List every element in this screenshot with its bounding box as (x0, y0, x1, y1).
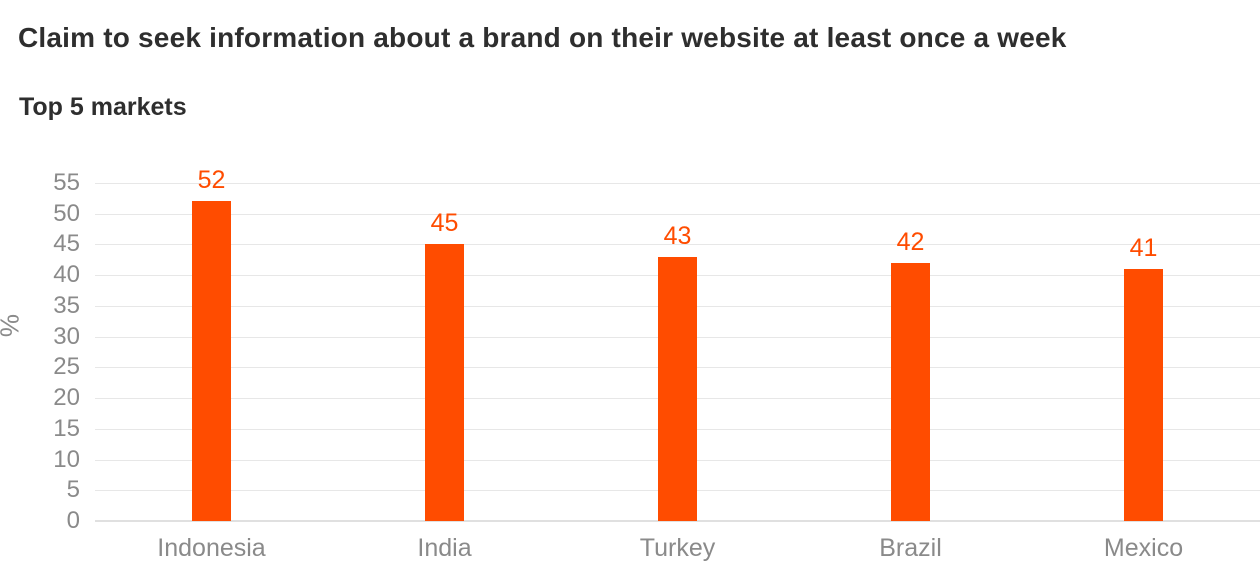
y-tick-label: 35 (53, 291, 80, 319)
bar-value-label: 42 (896, 227, 925, 256)
y-tick-label: 50 (53, 199, 80, 227)
bar-turkey (658, 256, 697, 521)
y-tick-label: 40 (53, 261, 80, 289)
gridline (95, 213, 1260, 215)
y-tick-label: 25 (53, 353, 80, 381)
x-tick-label-brazil: Brazil (879, 534, 942, 562)
chart-title: Claim to seek information about a brand … (18, 22, 1067, 53)
gridline (95, 244, 1260, 246)
gridline (95, 183, 1260, 184)
x-axis-line (95, 520, 1260, 522)
bar-value-label: 45 (430, 209, 459, 238)
y-tick-label: 15 (53, 414, 80, 442)
bar-indonesia (192, 201, 231, 521)
x-tick-label-mexico: Mexico (1103, 534, 1184, 562)
y-tick-label: 0 (66, 507, 80, 534)
y-tick-label: 20 (53, 384, 80, 412)
x-tick-label-india: India (417, 534, 472, 562)
y-tick-label: 55 (53, 169, 80, 196)
bar-brazil (891, 262, 930, 521)
y-tick-label: 30 (53, 322, 80, 350)
bar-mexico (1124, 269, 1163, 521)
bar-value-label: 41 (1129, 234, 1158, 263)
bar-value-label: 43 (663, 221, 692, 250)
bar-india (425, 244, 464, 521)
x-tick-label-indonesia: Indonesia (157, 534, 266, 562)
y-tick-label: 10 (53, 445, 80, 473)
chart-subtitle: Top 5 markets (19, 93, 187, 121)
y-tick-label: 5 (66, 476, 80, 504)
y-tick-label: 45 (53, 230, 80, 258)
bar-value-label: 52 (197, 166, 226, 195)
x-tick-label-turkey: Turkey (639, 534, 716, 562)
